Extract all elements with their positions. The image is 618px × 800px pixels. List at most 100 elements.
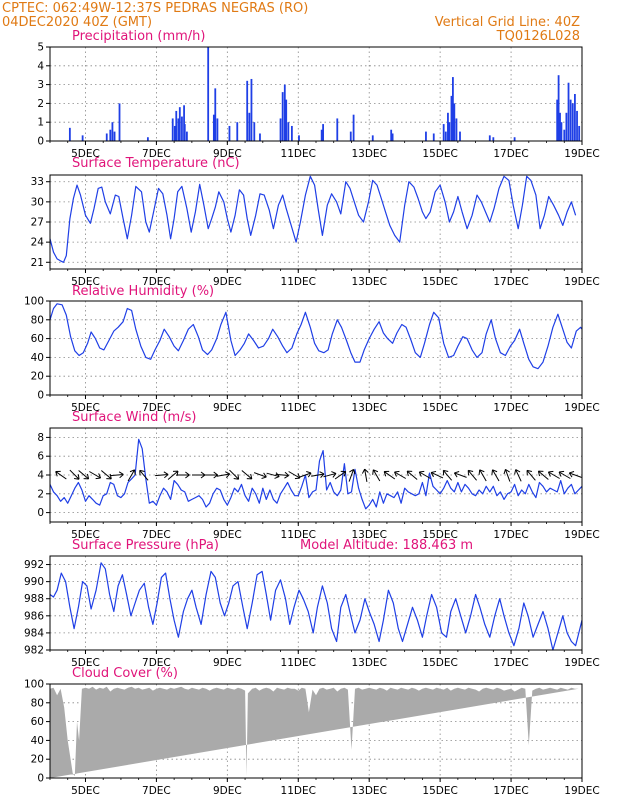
- precip-bar: [320, 129, 323, 141]
- precip-bar: [177, 118, 180, 141]
- wind-arrow-head: [442, 469, 449, 476]
- precip-bar: [578, 125, 581, 141]
- y-tick-label: 0: [37, 390, 44, 402]
- x-tick-label: 17DEC: [493, 657, 528, 669]
- precip-bar: [146, 137, 149, 141]
- wind-arrow: [348, 468, 356, 482]
- wind-arrow-shaft: [548, 471, 560, 479]
- x-tick-label: 15DEC: [422, 276, 457, 288]
- x-tick-label: 5DEC: [71, 785, 100, 797]
- wind-arrow-head: [406, 470, 413, 477]
- wind-arrow-head: [261, 472, 267, 479]
- wind-arrow: [311, 471, 325, 478]
- wind-arrow-shaft: [101, 470, 112, 480]
- wind-arrow-head: [233, 474, 240, 480]
- wind-arrow: [204, 471, 218, 479]
- wind-arrow-head: [503, 468, 510, 475]
- wind-arrow: [275, 471, 290, 479]
- wind-arrow: [253, 472, 267, 479]
- wind-arrow-shaft: [241, 470, 253, 480]
- wind-arrow-shaft: [454, 472, 467, 478]
- wind-arrow-shaft: [364, 469, 368, 482]
- wind-arrow-shaft: [216, 473, 230, 477]
- y-tick-label: 80: [31, 314, 44, 326]
- wind-arrow: [323, 471, 337, 478]
- wind-arrow-head: [331, 471, 337, 478]
- y-tick-label: 60: [31, 333, 44, 345]
- precip-bar: [207, 47, 210, 141]
- precip-bar: [113, 131, 116, 141]
- x-tick-label: 15DEC: [422, 529, 457, 541]
- y-tick-label: 21: [31, 257, 44, 269]
- wind-arrow-head: [526, 469, 533, 476]
- precip-bar: [183, 124, 186, 141]
- x-tick-label: 19DEC: [564, 529, 599, 541]
- wind-arrow-shaft: [406, 470, 418, 480]
- pressure-title: Surface Pressure (hPa): [72, 538, 219, 553]
- wind-arrow: [547, 470, 560, 479]
- humidity-title: Relative Humidity (%): [72, 284, 214, 299]
- wind-arrow-head: [547, 470, 554, 477]
- precip-bar: [109, 129, 112, 141]
- wind-arrow: [430, 470, 444, 479]
- wind-arrow: [467, 469, 477, 481]
- y-tick-label: 982: [24, 645, 44, 657]
- wind-panel: 0 2 4 6 8 5DEC 7DEC 9DEC 11DEC 13DEC 15DEC 17DEC 19D…: [37, 410, 599, 541]
- wind-arrow: [558, 470, 571, 479]
- precip-bar: [565, 112, 568, 141]
- x-tick-label: 13DEC: [351, 276, 386, 288]
- y-tick-label: 6: [37, 451, 44, 463]
- wind-arrow-shaft: [253, 472, 267, 478]
- precip-bar: [492, 137, 495, 141]
- wind-arrow-head: [163, 471, 169, 479]
- x-tick-label: 9DEC: [213, 785, 242, 797]
- x-tick-label: 11DEC: [281, 276, 316, 288]
- cloud-cover-area: [50, 686, 579, 778]
- panel-frame: [49, 300, 583, 396]
- wind-arrow: [155, 471, 169, 479]
- x-tick-label: 13DEC: [351, 402, 386, 414]
- x-tick-label: 9DEC: [213, 276, 242, 288]
- wind-arrow-shaft: [167, 470, 179, 480]
- wind-arrow-head: [284, 471, 290, 479]
- precip-bar: [285, 99, 288, 141]
- wind-arrow-shaft: [155, 473, 169, 477]
- wind-arrow: [78, 470, 90, 480]
- wind-arrow-shaft: [526, 470, 536, 481]
- x-tick-label: 5DEC: [71, 148, 100, 160]
- precip-bar: [68, 127, 71, 141]
- x-tick-label: 13DEC: [351, 148, 386, 160]
- wind-arrow-head: [106, 473, 112, 480]
- cloud-cover-panel: 0 20 40 60 80 100 5DEC 7DEC 9DEC 11DEC 13DEC 15DEC 1…: [24, 666, 600, 797]
- y-tick-label: 60: [31, 716, 44, 728]
- y-tick-label: 984: [24, 627, 44, 639]
- wind-arrow-head: [55, 470, 61, 477]
- precip-bar: [336, 118, 339, 141]
- precip-bar: [349, 131, 352, 141]
- precip-bar: [432, 133, 435, 141]
- wind-arrow: [110, 471, 124, 479]
- wind-arrow: [55, 470, 67, 480]
- wind-arrow: [503, 468, 511, 482]
- wind-arrow-shaft: [492, 469, 500, 482]
- wind-arrow-shaft: [569, 472, 582, 478]
- precip-bar: [447, 112, 449, 141]
- y-tick-label: 40: [31, 735, 44, 747]
- precip-bar: [448, 122, 451, 141]
- precip-bar: [216, 118, 219, 141]
- wind-arrow-head: [383, 470, 390, 477]
- wind-arrow-shaft: [311, 473, 325, 477]
- precip-bar: [287, 122, 290, 141]
- humidity-panel: 0 20 40 60 80 100 5DEC 7DEC 9DEC 11DEC 13DEC 15DEC 1…: [24, 284, 600, 414]
- header-run-id: TQ0126L028: [496, 29, 580, 44]
- x-tick-label: 17DEC: [493, 785, 528, 797]
- wind-arrow: [334, 470, 347, 480]
- wind-arrow-shaft: [288, 471, 301, 479]
- y-tick-label: 8: [37, 432, 44, 444]
- wind-arrow-head: [491, 469, 498, 475]
- panel-frame: [49, 555, 583, 651]
- wind-arrow-shaft: [515, 469, 522, 482]
- y-tick-label: 988: [24, 593, 44, 605]
- wind-arrow-head: [361, 468, 369, 474]
- wind-arrow: [394, 470, 407, 479]
